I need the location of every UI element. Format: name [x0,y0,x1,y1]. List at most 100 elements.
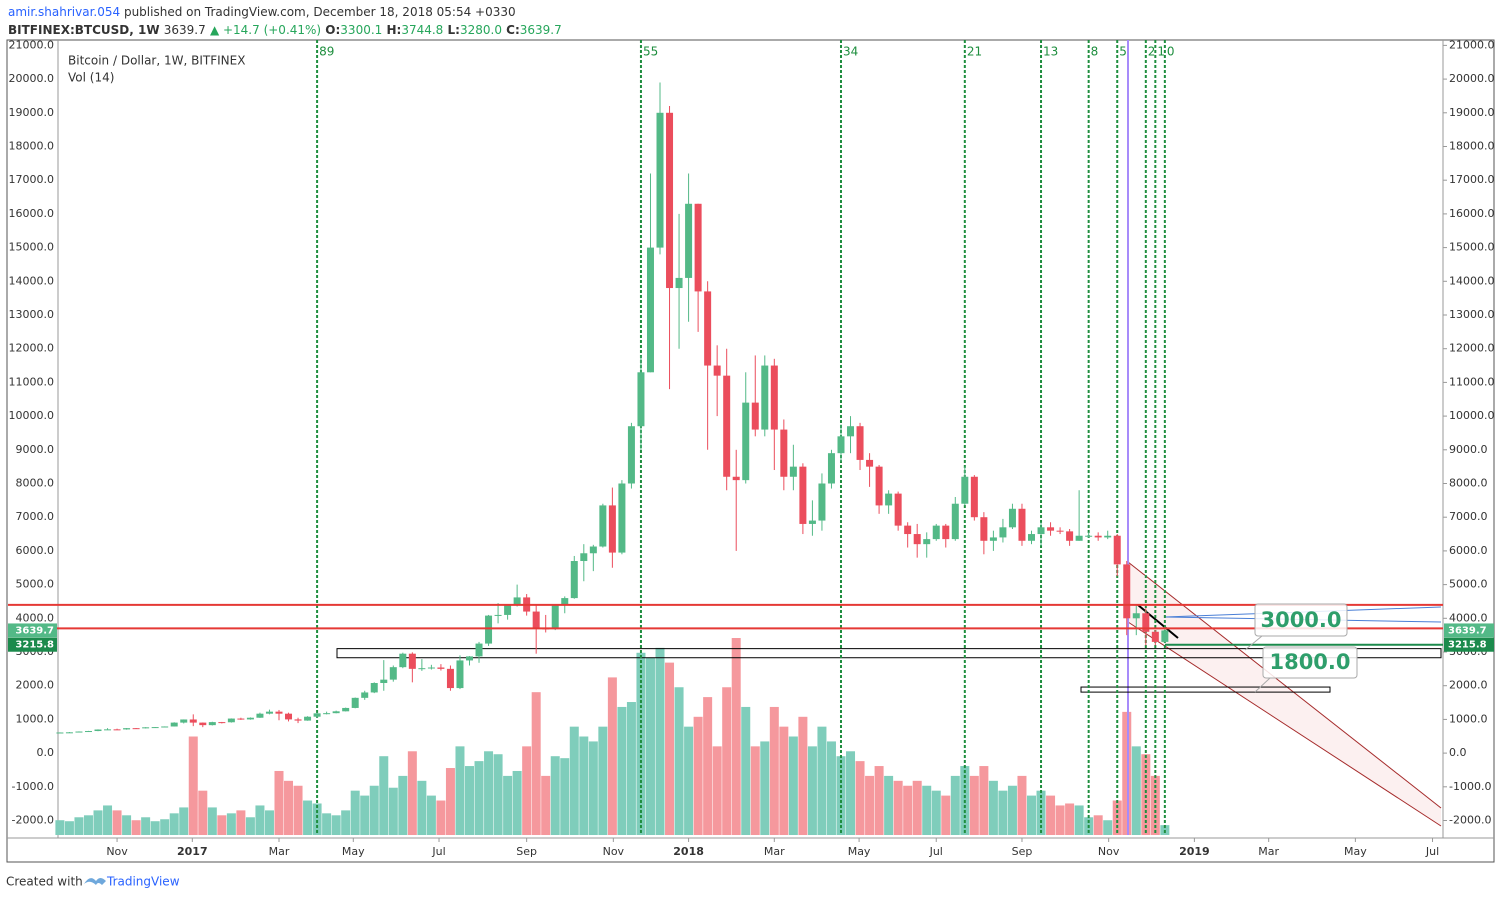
callout-pointer [1244,635,1263,651]
candle-body [551,605,559,630]
x-tick-label: Nov [603,845,625,858]
volume-bar [103,805,113,835]
volume-bar [445,768,455,835]
y-tick-label: 18000.0 [1449,139,1495,152]
candle-body [704,291,712,366]
callout-box [1254,603,1348,637]
fib-label: 8 [1091,45,1099,59]
candle-body [84,731,92,733]
x-tick-label: 2019 [1179,845,1210,858]
footer-brand: TradingView [106,875,180,889]
candle-body [389,667,397,680]
y-tick-label: 17000.0 [1449,173,1495,186]
volume-bar [55,820,65,835]
y-tick-label: 19000.0 [9,106,55,119]
volume-bar [398,775,408,835]
x-tick-label: Sep [1012,845,1033,858]
y-tick-label: -2000.0 [1449,814,1491,827]
volume-bar [645,657,655,835]
candle-body [808,520,816,524]
candle-body [589,546,597,554]
callout-text: 3000.0 [1260,608,1341,632]
candle-body [942,525,950,540]
volume-bar [826,741,836,835]
candle-body [485,615,493,644]
candle-body [56,732,64,734]
volume-bar [988,780,998,835]
y-tick-label: 20000.0 [1449,72,1495,85]
y-tick-label: 15000.0 [1449,241,1495,254]
volume-bar [1122,711,1132,835]
candle-body [265,711,273,714]
candle-body [208,722,216,726]
volume-bar [731,638,741,835]
volume-bar [436,800,446,835]
candle-body [465,656,473,661]
y-tick-label: 12000.0 [1449,342,1495,355]
volume-bar [93,810,103,835]
x-tick-label: Mar [764,845,785,858]
candle-body [504,605,512,615]
volume-bar [217,815,227,835]
candle-body [675,277,683,289]
y-tick-label: 14000.0 [9,274,55,287]
ohlc-value: 3639.7 [520,23,562,37]
candle-body [923,539,931,545]
candle-body [304,716,312,721]
candle-body [456,660,464,689]
volume-bar [893,780,903,835]
volume-bar [169,813,179,835]
byline-user: amir.shahrivar.054 [8,5,120,19]
y-tick-label: 13000.0 [1449,308,1495,321]
candle-body [1104,535,1112,538]
volume-bar [598,726,608,835]
x-tick-label: Jul [929,845,943,858]
volume-bar [531,692,541,835]
symbol-line: BITFINEX:BTCUSD, 1W 3639.7 ▲ +14.7 (+0.4… [8,23,562,37]
volume-bar [474,761,484,835]
candle-body [618,483,626,553]
volume-bar [503,775,513,835]
candle-body [580,553,588,562]
candle-body [1094,535,1102,538]
candle-body [351,697,359,708]
fib-label: 34 [843,45,858,59]
candle-body [437,667,445,669]
candle-body [418,668,426,670]
y-tick-label: 6000.0 [1449,544,1488,557]
volume-bar [83,815,93,835]
x-tick-label: Nov [106,845,128,858]
volume-bar [284,780,294,835]
volume-bar [884,775,894,835]
ohlc-value: 3744.8 [401,23,443,37]
volume-bar [846,751,856,835]
volume-bar [1103,820,1113,835]
volume-bar [426,795,436,835]
x-tick-label: 2018 [673,845,704,858]
volume-bar [722,687,732,835]
candle-body [170,722,178,727]
candle-body [999,527,1007,538]
volume-bar [455,746,465,835]
volume-bar [388,787,398,835]
x-tick-label: Sep [516,845,537,858]
y-tick-label: 16000.0 [1449,207,1495,220]
y-tick-label: 13000.0 [9,308,55,321]
y-tick-label: -1000.0 [12,780,54,793]
candle-body [627,426,635,484]
volume-bar [64,821,74,835]
candle-body [446,668,454,689]
candle-body [980,517,988,541]
candle-body [761,365,769,430]
y-tick-label: 10000.0 [9,409,55,422]
candle-body [837,436,845,454]
candle-body [666,112,674,289]
candle-body [237,718,245,720]
candle-body [323,713,331,715]
candle-body [951,503,959,540]
candle-body [827,453,835,484]
candle-body [932,525,940,540]
candle-body [1056,530,1064,532]
candle-body [218,722,226,724]
